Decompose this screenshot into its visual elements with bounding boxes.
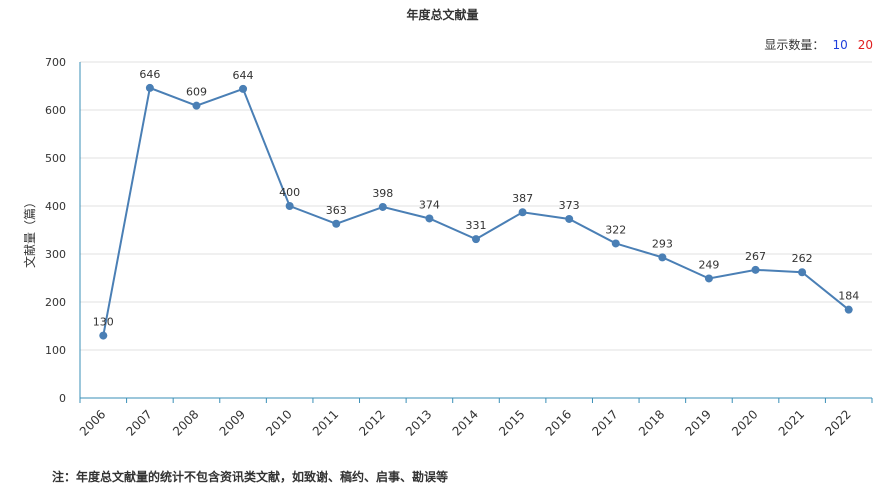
data-label: 267 bbox=[745, 250, 766, 263]
data-point bbox=[192, 101, 201, 110]
x-tick-label: 2013 bbox=[403, 407, 434, 438]
display-count-selector: 显示数量： 10 20 bbox=[758, 36, 873, 53]
data-point bbox=[99, 331, 108, 340]
data-point bbox=[704, 274, 713, 283]
data-label: 322 bbox=[605, 223, 626, 236]
data-label: 373 bbox=[559, 199, 580, 212]
x-tick-label: 2012 bbox=[356, 407, 387, 438]
x-tick-label: 2007 bbox=[123, 407, 154, 438]
y-axis-label: 文献量（篇） bbox=[22, 196, 37, 268]
y-tick-label: 0 bbox=[59, 392, 66, 405]
footnote: 注：年度总文献量的统计不包含资讯类文献，如致谢、稿约、启事、勘误等 bbox=[52, 470, 449, 484]
display-count-label: 显示数量： bbox=[764, 38, 825, 52]
series: 130 646 609 644 400 363 398 374 331 387 373 322 293 2… bbox=[93, 68, 859, 340]
x-tick-label: 2014 bbox=[450, 407, 481, 438]
x-tick-label: 2018 bbox=[636, 407, 667, 438]
x-tick-label: 2019 bbox=[683, 407, 714, 438]
data-point bbox=[798, 268, 807, 277]
display-count-option-20[interactable]: 20 bbox=[857, 38, 873, 52]
data-label: 374 bbox=[419, 198, 440, 211]
data-label: 646 bbox=[139, 68, 160, 81]
display-count-option-10[interactable]: 10 bbox=[832, 38, 848, 52]
data-point bbox=[565, 214, 574, 223]
data-point bbox=[378, 202, 387, 211]
series-line bbox=[102, 86, 850, 336]
y-tick-label: 300 bbox=[45, 248, 66, 261]
data-point bbox=[239, 84, 248, 93]
x-tick-label: 2011 bbox=[310, 407, 341, 438]
data-label: 398 bbox=[372, 187, 393, 200]
x-tick-label: 2010 bbox=[263, 407, 294, 438]
data-label: 609 bbox=[186, 86, 207, 99]
y-tick-label: 700 bbox=[45, 56, 66, 69]
y-tick-label: 200 bbox=[45, 296, 66, 309]
data-label: 400 bbox=[279, 186, 300, 199]
x-tick-label: 2016 bbox=[543, 407, 574, 438]
y-tick-label: 500 bbox=[45, 152, 66, 165]
data-label: 262 bbox=[792, 252, 813, 265]
data-point bbox=[658, 253, 667, 262]
y-tick-label: 600 bbox=[45, 104, 66, 117]
x-tick-label: 2017 bbox=[589, 407, 620, 438]
y-tick-label: 400 bbox=[45, 200, 66, 213]
x-tick-label: 2022 bbox=[822, 407, 853, 438]
chart-title: 年度总文献量 bbox=[406, 8, 479, 22]
x-tick-label: 2008 bbox=[170, 407, 201, 438]
data-point bbox=[145, 83, 154, 92]
data-label: 363 bbox=[326, 204, 347, 217]
data-point bbox=[518, 208, 527, 217]
data-label: 130 bbox=[93, 316, 114, 329]
x-tick-label: 2021 bbox=[776, 407, 807, 438]
data-label: 644 bbox=[233, 69, 254, 82]
data-point bbox=[844, 305, 853, 314]
data-label: 249 bbox=[698, 258, 719, 271]
x-tick-label: 2020 bbox=[729, 407, 760, 438]
data-label: 293 bbox=[652, 237, 673, 250]
data-point bbox=[611, 239, 620, 248]
data-label: 184 bbox=[838, 290, 859, 303]
y-tick-label: 100 bbox=[45, 344, 66, 357]
data-point bbox=[285, 202, 294, 210]
x-tick-label: 2015 bbox=[496, 407, 527, 438]
x-tick-label: 2009 bbox=[217, 407, 248, 438]
data-label: 387 bbox=[512, 192, 533, 205]
data-label: 331 bbox=[466, 219, 487, 232]
x-tick-label: 2006 bbox=[77, 407, 108, 438]
grid-lines bbox=[80, 61, 872, 351]
data-point bbox=[751, 265, 760, 274]
data-point bbox=[425, 214, 434, 223]
axes: 0 100 200 300 400 500 600 700 2006 2007 2008 2009 20… bbox=[45, 56, 873, 439]
data-point bbox=[332, 219, 341, 228]
data-point bbox=[472, 235, 480, 244]
